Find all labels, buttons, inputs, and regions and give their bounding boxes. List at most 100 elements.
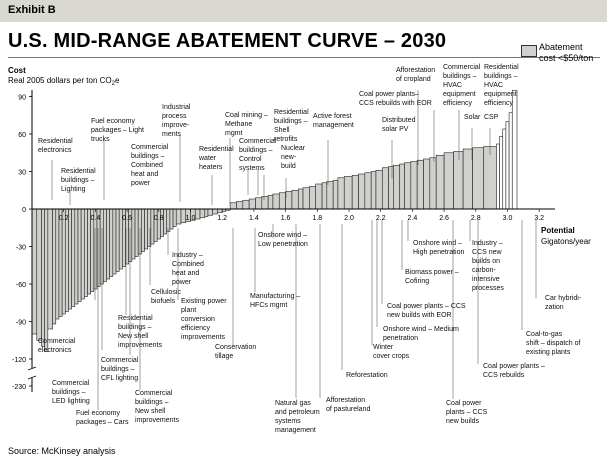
annotation-line: HFCs mgmt — [250, 302, 287, 309]
annotation-line: packages – Cars — [76, 419, 129, 426]
bar-60 — [255, 197, 263, 210]
x-tick-label: 1.4 — [249, 215, 259, 222]
annotation-line: Reforestation — [346, 372, 388, 379]
annotation-line: Fuel economy — [91, 118, 135, 125]
bar-44 — [175, 208, 182, 225]
annotation-3: Commercial buildings – Combined heat and pow… — [131, 144, 169, 187]
x-tick-label: 2.2 — [376, 215, 386, 222]
bar-65 — [285, 191, 293, 210]
annotation-25: Industry – Combined heat and power — [172, 252, 204, 286]
bar-50 — [204, 208, 209, 217]
annotation-33: Winter cover crops — [373, 344, 410, 360]
annotation-1: Residential buildings – Lighting — [61, 168, 96, 193]
bar-86 — [410, 161, 418, 210]
annotation-line: shift – dispatch of — [526, 340, 581, 347]
annotation-line: retrofits — [274, 136, 298, 143]
bar-94 — [472, 147, 485, 210]
annotation-line: Coal power plants– — [359, 91, 419, 98]
annotation-line: zation — [545, 304, 564, 311]
annotation-line: CCS rebuilds with EOR — [359, 100, 432, 107]
bar-78 — [364, 172, 372, 210]
annotation-12: Afforestation of cropland — [396, 67, 435, 83]
y-tick-label: -230 — [12, 384, 26, 391]
bar-34 — [144, 208, 149, 250]
x-tick-label: 2.0 — [344, 215, 354, 222]
annotation-line: Commercial — [131, 144, 169, 151]
annotation-line: Commercial — [38, 338, 76, 345]
bar-70 — [315, 183, 323, 210]
annotation-line: buildings – — [135, 399, 169, 406]
annotation-22: Commercial buildings – CFL lighting — [101, 357, 139, 382]
annotation-line: trucks — [91, 136, 110, 143]
annotation-line: new- — [281, 154, 297, 161]
annotation-line: efficiency — [443, 100, 473, 107]
bar-66 — [291, 189, 299, 210]
bar-100 — [508, 112, 513, 210]
y-tick-label: -30 — [16, 245, 26, 252]
annotation-line: Conservation — [215, 344, 256, 351]
annotation-line: buildings – — [118, 324, 152, 331]
annotation-line: CSP — [484, 114, 499, 121]
annotation-line: HVAC — [443, 82, 462, 89]
annotation-line: builds on — [472, 258, 500, 265]
y-axis-unit-main: Real 2005 dollars per ton CO — [8, 76, 112, 85]
bar-81 — [381, 167, 389, 210]
annotation-line: process — [162, 113, 187, 120]
exhibit-banner: Exhibit B — [0, 0, 607, 22]
annotation-line: Onshore wind – — [413, 240, 462, 247]
annotation-line: Industrial — [162, 104, 191, 111]
annotation-line: Combined — [131, 162, 163, 169]
y-tick-label: -90 — [16, 320, 26, 327]
x-tick-labels: 0.2 0.4 0.6 0.8 1.0 1.2 1.4 1.6 1.8 2.0 2.2 2.4 2.6 2… — [59, 215, 544, 222]
bar-92 — [453, 151, 464, 210]
bar-33 — [141, 208, 145, 252]
annotation-line: Coal-to-gas — [526, 331, 563, 338]
annotation-line: management — [275, 427, 316, 434]
annotation-line: buildings – — [443, 73, 477, 80]
annotation-line: Residential — [38, 138, 73, 145]
bar-85 — [404, 162, 412, 210]
bar-80 — [375, 169, 383, 210]
annotation-line: Coal power plants – — [483, 363, 545, 370]
y-tick-label: 60 — [18, 132, 26, 139]
bar-23 — [109, 208, 114, 277]
x-tick-label: 2.6 — [439, 215, 449, 222]
legend-text: Abatement cost <$50/ton — [539, 42, 593, 64]
annotation-line: Cofiring — [405, 278, 429, 285]
x-tick-label: 2.8 — [471, 215, 481, 222]
annotation-line: cover crops — [373, 353, 410, 360]
annotation-line: Low penetration — [258, 241, 308, 248]
bar-71 — [321, 182, 328, 210]
annotation-line: Commercial — [52, 380, 90, 387]
bar-15 — [84, 208, 88, 297]
x-axis-unit: Gigatons/year — [541, 237, 591, 246]
bar-82 — [388, 166, 394, 210]
annotation-8: Residential buildings – Shell retrofits — [274, 109, 309, 143]
annotation-line: efficiency — [181, 325, 211, 332]
x-axis-title: Potential — [541, 226, 575, 235]
annotation-10: Active forest management — [313, 113, 354, 129]
annotation-26: Existing power plant conversion efficiency i… — [181, 298, 227, 341]
annotation-line: Coal mining – — [225, 112, 268, 119]
bar-91 — [443, 152, 454, 210]
annotation-30: Natural gas and petroleum systems managemen… — [275, 400, 320, 434]
annotation-line: Coal power — [446, 400, 482, 407]
annotation-line: electronics — [38, 347, 72, 354]
bar-93 — [462, 148, 473, 210]
annotation-31: Afforestation of pastureland — [326, 397, 370, 413]
x-tick-label: 0.8 — [154, 215, 164, 222]
annotation-line: water — [198, 155, 217, 162]
annotation-19: Commercial buildings – LED lighting — [52, 380, 90, 405]
bar-1 — [36, 208, 42, 341]
annotation-line: Residential — [118, 315, 153, 322]
annotation-line: ments — [162, 131, 182, 138]
legend-label-line2: cost <$50/ton — [539, 53, 594, 63]
bar-49 — [199, 208, 206, 219]
annotation-line: and petroleum — [275, 409, 320, 416]
x-tick-label: 0.4 — [91, 215, 101, 222]
annotation-line: Residential — [61, 168, 96, 175]
annotation-line: Car hybridi- — [545, 295, 582, 302]
legend-label-line1: Abatement — [539, 42, 583, 52]
annotation-6: Coal mining – Methane mgmt — [225, 112, 268, 137]
annotation-14: Commercial buildings – HVAC equipment effici… — [443, 64, 481, 107]
